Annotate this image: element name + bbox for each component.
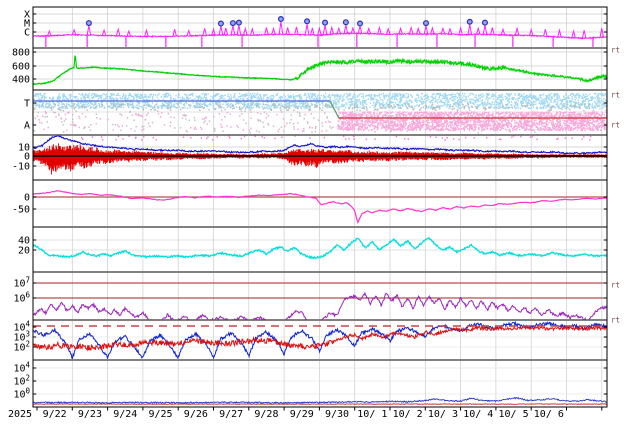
ytick-xray-1: M [24, 18, 30, 29]
panel-speed-series [33, 54, 607, 86]
ytick-dst-0: 0 [24, 192, 30, 203]
hep-red-trace [33, 403, 607, 405]
date-label-1: 9/23 [78, 409, 102, 420]
date-label-12: 10/ 4 [463, 409, 493, 420]
ytick-xray-0: X [24, 9, 30, 20]
side-label-rt-0: rt [611, 46, 620, 55]
date-label-4: 9/26 [184, 409, 208, 420]
flare-marker-icon [481, 19, 488, 26]
ytick-hep-1: 102 [13, 373, 30, 387]
panel-dst-grid [33, 181, 607, 226]
date-label-14: 10/ 6 [534, 409, 564, 420]
ytick-density-0: 40 [18, 235, 30, 246]
scatter-a-band-pink-sparse [36, 110, 334, 133]
ytick-speed-2: 400 [12, 74, 30, 85]
panel-electron-series [33, 282, 607, 320]
dst-trace [33, 190, 607, 224]
panel-bz-series [33, 135, 607, 175]
ytick-bz-0: 10 [18, 142, 30, 153]
date-label-0: 9/22 [43, 409, 67, 420]
ytick-proton-0: 104 [13, 319, 30, 333]
date-label-9: 10/ 1 [357, 409, 387, 420]
date-label-2: 9/24 [113, 409, 137, 420]
flare-marker-icon [357, 20, 364, 27]
electron-flux-trace [33, 291, 607, 320]
flare-marker-icon [423, 20, 430, 27]
date-label-11: 10/ 3 [428, 409, 458, 420]
panel-dst-series [33, 190, 607, 224]
proton-blue-trace [33, 320, 607, 360]
ytick-source-0: T [24, 98, 30, 109]
bt-trace [33, 135, 607, 155]
flare-marker-icon [235, 19, 242, 26]
ytick-electron-1: 106 [13, 290, 30, 304]
date-label-7: 9/29 [290, 409, 314, 420]
ytick-speed-0: 800 [12, 47, 30, 58]
scatter-a-band-pink-dense [337, 111, 607, 132]
scatter-t-band-gray [33, 103, 607, 112]
ytick-hep-0: 104 [13, 360, 30, 374]
solar-wind-speed-trace [33, 55, 607, 86]
hep-blue-trace [33, 396, 607, 405]
ytick-bz-2: -10 [12, 161, 30, 172]
year-label: 2025 [8, 409, 32, 420]
x-axis-ticks [36, 407, 603, 411]
date-label-8: 9/30 [325, 409, 349, 420]
panel-density-series [33, 236, 607, 260]
side-label-rt-4: rt [611, 316, 620, 325]
flare-marker-icon [466, 18, 473, 25]
flare-marker-icon [229, 20, 236, 27]
ytick-electron-0: 107 [13, 275, 30, 289]
ytick-speed-1: 600 [12, 61, 30, 72]
date-label-6: 9/28 [254, 409, 278, 420]
ytick-proton-2: 102 [13, 339, 30, 353]
source-line-transition [329, 100, 340, 119]
panel-density-grid [33, 228, 607, 271]
ytick-density-1: 20 [18, 245, 30, 256]
flare-marker-icon [217, 20, 224, 27]
ytick-hep-2: 100 [13, 386, 30, 400]
scatter-bz-top-specks [80, 135, 592, 141]
panel-source-series [33, 92, 607, 134]
side-label-rt-2: rt [611, 121, 620, 130]
date-label-10: 10/ 2 [393, 409, 423, 420]
ytick-xray-2: C [24, 27, 30, 38]
xray-trace [33, 31, 607, 40]
flare-marker-icon [322, 19, 329, 26]
ytick-dst-1: -50 [12, 204, 30, 215]
side-label-rt-1: rt [611, 91, 620, 100]
proton-red-trace [33, 324, 607, 352]
xray-data-gap-lines [45, 33, 594, 47]
flare-marker-icon [277, 16, 284, 23]
panel-xray-series [33, 16, 607, 47]
flare-markers [85, 16, 488, 27]
ytick-bz-1: 0 [24, 151, 30, 162]
date-label-3: 9/25 [149, 409, 173, 420]
date-label-13: 10/ 5 [498, 409, 528, 420]
flare-marker-icon [304, 18, 311, 25]
flare-marker-icon [342, 19, 349, 26]
panel-hep-border [32, 359, 608, 408]
ytick-proton-1: 103 [13, 329, 30, 343]
date-label-5: 9/27 [219, 409, 243, 420]
panel-hep-series [33, 396, 607, 405]
density-trace [33, 236, 607, 260]
ytick-source-1: A [24, 120, 30, 131]
side-label-rt-3: rt [611, 281, 620, 290]
panel-proton-series [33, 320, 607, 360]
flare-marker-icon [85, 20, 92, 27]
panel-hep-grid [33, 361, 607, 406]
